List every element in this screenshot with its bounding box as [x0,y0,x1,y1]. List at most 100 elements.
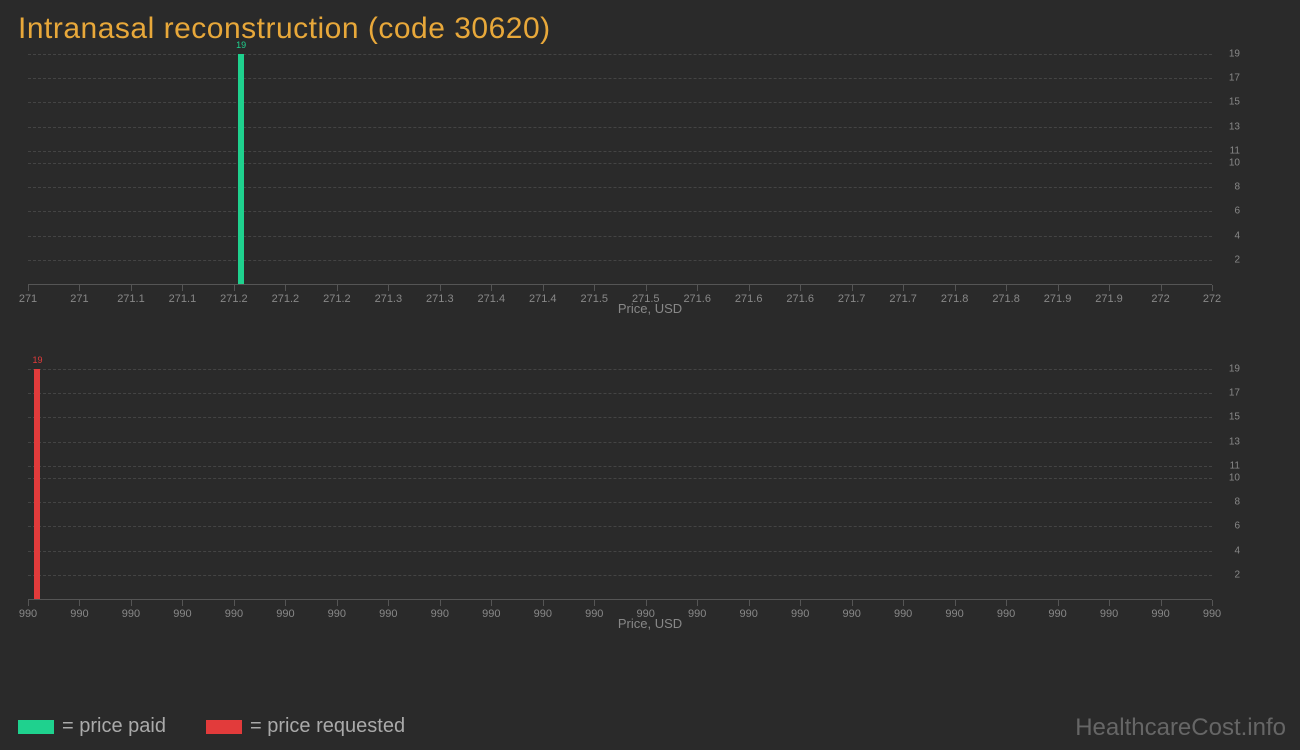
x-tick-mark [28,600,29,606]
x-tick-mark [1058,600,1059,606]
x-tick-label: 990 [173,608,191,620]
x-tick-label: 271.4 [478,293,506,305]
x-tick-label: 271 [19,293,37,305]
gridline [28,369,1212,370]
gridline [28,551,1212,552]
x-tick-mark [749,600,750,606]
chart-price-paid: 246810111315171919 271271271.1271.1271.2… [18,54,1282,314]
x-tick-mark [491,285,492,291]
chart-title: Intranasal reconstruction (code 30620) [0,0,1300,54]
x-tick-mark [903,600,904,606]
x-axis-bottom: 9909909909909909909909909909909909909909… [28,599,1212,607]
gridline [28,442,1212,443]
x-tick-label: 990 [276,608,294,620]
y-tick-label: 15 [1229,97,1240,108]
x-tick-label: 271.2 [272,293,300,305]
x-tick-label: 271.5 [580,293,608,305]
x-tick-label: 271.7 [889,293,917,305]
gridline [28,393,1212,394]
x-tick-mark [234,285,235,291]
x-tick-label: 272 [1203,293,1221,305]
x-tick-label: 271 [70,293,88,305]
x-tick-label: 990 [842,608,860,620]
y-tick-label: 11 [1230,460,1240,471]
x-tick-label: 271.3 [375,293,403,305]
x-tick-label: 271.9 [1095,293,1123,305]
x-tick-label: 990 [482,608,500,620]
data-bar: 19 [238,54,244,284]
legend-item-requested: = price requested [206,715,405,738]
y-tick-label: 8 [1234,182,1240,193]
x-axis-top: 271271271.1271.1271.2271.2271.2271.3271.… [28,284,1212,292]
x-tick-mark [285,285,286,291]
x-tick-label: 271.4 [529,293,557,305]
legend-label-paid: = price paid [62,715,166,738]
x-tick-label: 271.6 [786,293,814,305]
x-tick-label: 271.1 [169,293,197,305]
y-tick-label: 2 [1234,254,1240,265]
x-tick-label: 271.8 [941,293,969,305]
x-tick-label: 271.2 [323,293,351,305]
x-tick-label: 271.2 [220,293,248,305]
x-tick-mark [903,285,904,291]
x-tick-label: 990 [894,608,912,620]
x-tick-mark [1058,285,1059,291]
x-tick-mark [800,285,801,291]
x-tick-label: 990 [688,608,706,620]
gridline [28,417,1212,418]
x-tick-label: 271.7 [838,293,866,305]
gridline [28,575,1212,576]
legend-label-requested: = price requested [250,715,405,738]
y-tick-label: 4 [1234,230,1240,241]
x-tick-mark [182,285,183,291]
x-tick-label: 990 [945,608,963,620]
x-tick-mark [1006,285,1007,291]
x-tick-mark [646,600,647,606]
gridline [28,54,1212,55]
x-tick-label: 990 [328,608,346,620]
x-tick-mark [697,285,698,291]
x-tick-label: 990 [1100,608,1118,620]
x-tick-mark [1161,600,1162,606]
x-tick-mark [79,600,80,606]
charts-wrapper: 246810111315171919 271271271.1271.1271.2… [18,54,1282,629]
x-tick-mark [440,285,441,291]
gridline [28,163,1212,164]
x-tick-label: 990 [791,608,809,620]
y-tick-label: 17 [1229,388,1240,399]
x-tick-mark [1006,600,1007,606]
y-tick-label: 13 [1229,121,1240,132]
chart-price-requested: 246810111315171919 990990990990990990990… [18,369,1282,629]
y-tick-label: 2 [1234,569,1240,580]
x-tick-mark [285,600,286,606]
x-tick-mark [79,285,80,291]
x-tick-label: 990 [19,608,37,620]
x-tick-mark [646,285,647,291]
x-tick-mark [388,600,389,606]
x-tick-mark [749,285,750,291]
x-tick-mark [1212,285,1213,291]
gridline [28,478,1212,479]
x-tick-label: 990 [122,608,140,620]
x-tick-label: 990 [1048,608,1066,620]
y-tick-label: 13 [1229,436,1240,447]
x-tick-mark [594,285,595,291]
x-tick-mark [440,600,441,606]
x-tick-mark [955,285,956,291]
x-tick-mark [28,285,29,291]
legend-swatch-requested [206,720,242,734]
y-tick-label: 19 [1229,49,1240,60]
y-tick-label: 10 [1229,472,1240,483]
x-tick-mark [800,600,801,606]
gridline [28,526,1212,527]
gridline [28,187,1212,188]
legend-item-paid: = price paid [18,715,166,738]
legend-swatch-paid [18,720,54,734]
x-tick-mark [491,600,492,606]
x-tick-label: 271.6 [683,293,711,305]
x-tick-label: 990 [1203,608,1221,620]
gridline [28,102,1212,103]
x-tick-label: 272 [1151,293,1169,305]
x-tick-label: 271.8 [992,293,1020,305]
x-tick-mark [852,285,853,291]
